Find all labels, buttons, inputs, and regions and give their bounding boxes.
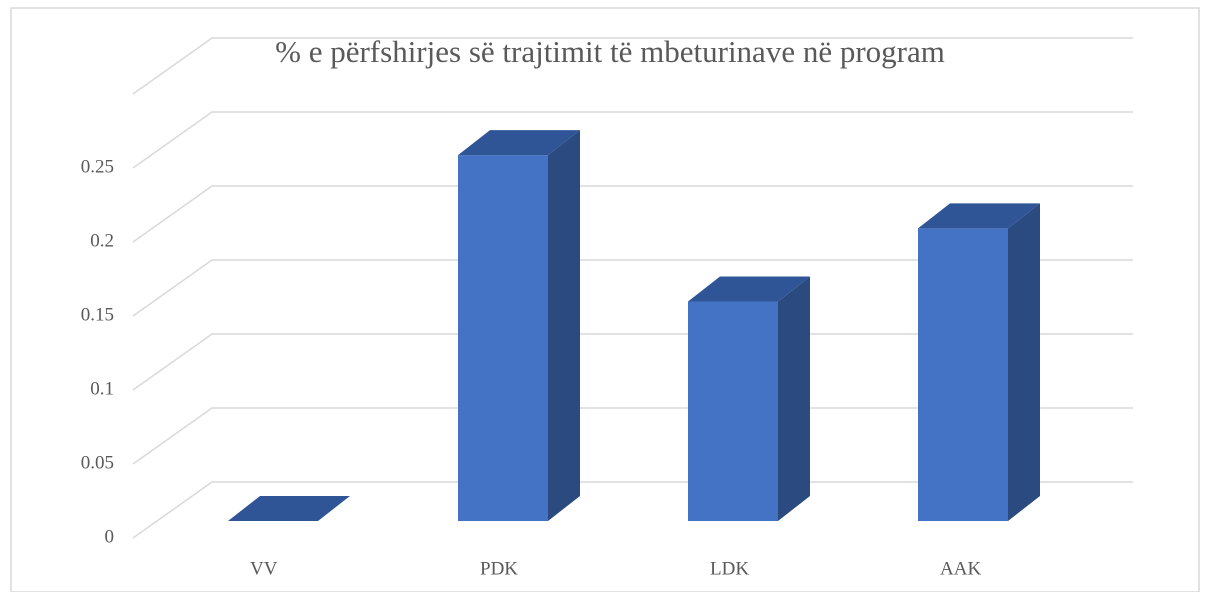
chart-title: % e përfshirjes së trajtimit të mbeturin… bbox=[275, 34, 945, 69]
x-tick-label: PDK bbox=[480, 558, 518, 579]
grid-line bbox=[132, 259, 1133, 317]
y-tick-label: 0.15 bbox=[81, 304, 114, 325]
grid-line bbox=[132, 407, 1133, 465]
grid-line bbox=[132, 111, 1133, 169]
bar bbox=[688, 276, 810, 521]
x-tick-label: VV bbox=[250, 558, 278, 579]
bar-side bbox=[1008, 203, 1040, 522]
bar-front bbox=[688, 301, 778, 521]
bar-side bbox=[778, 276, 810, 521]
y-tick-label: 0.2 bbox=[90, 230, 114, 251]
y-tick-label: 0 bbox=[105, 526, 115, 547]
grid-line bbox=[132, 481, 1133, 539]
bar-top bbox=[228, 496, 350, 521]
grid-line bbox=[132, 333, 1133, 391]
bar-side bbox=[548, 130, 580, 521]
bar-front bbox=[458, 155, 548, 521]
bar bbox=[918, 203, 1040, 522]
bar bbox=[228, 496, 350, 521]
x-tick-label: LDK bbox=[710, 558, 749, 579]
bar-top bbox=[918, 203, 1040, 229]
grid-line bbox=[132, 37, 1133, 95]
bar-top bbox=[688, 276, 810, 302]
bar bbox=[458, 130, 580, 521]
bar-front bbox=[918, 228, 1008, 522]
y-tick-label: 0.05 bbox=[81, 452, 114, 473]
y-tick-label: 0.1 bbox=[90, 378, 114, 399]
grid-line bbox=[132, 185, 1133, 243]
bar-top bbox=[458, 130, 580, 156]
y-tick-label: 0.25 bbox=[81, 156, 114, 177]
x-tick-label: AAK bbox=[940, 558, 981, 579]
